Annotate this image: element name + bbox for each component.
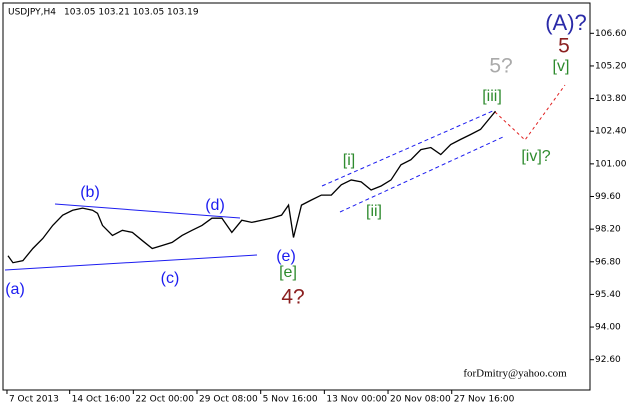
wave-label: (A)? xyxy=(545,10,587,35)
y-tick-label: 105.20 xyxy=(595,61,627,71)
wave-label: (e) xyxy=(276,248,296,265)
wave-lines xyxy=(4,203,258,271)
wave-label: (b) xyxy=(80,184,100,201)
wave-label: [iv]? xyxy=(521,148,550,165)
wave-label: [v] xyxy=(553,58,570,75)
y-tick-label: 94.00 xyxy=(595,323,621,333)
wave-label: 4? xyxy=(281,286,304,309)
y-tick-label: 106.60 xyxy=(595,29,627,39)
x-tick-label: 5 Nov 16:00 xyxy=(263,395,318,405)
x-tick-label: 27 Nov 16:00 xyxy=(454,395,515,405)
y-tick-label: 95.40 xyxy=(595,290,621,300)
wave-label: [iii] xyxy=(482,88,502,105)
annotations: (a) (b) (c) (d) (e) [e] 4? [i] [ii] [iii… xyxy=(5,10,587,380)
x-tick-label: 22 Oct 00:00 xyxy=(135,395,194,405)
wave-label: (c) xyxy=(161,270,180,287)
plot-frame xyxy=(2,2,591,391)
channel xyxy=(321,109,504,213)
x-tick-label: 29 Oct 08:00 xyxy=(199,395,258,405)
y-tick-label: 92.60 xyxy=(595,355,621,365)
projection xyxy=(494,84,566,141)
y-tick-label: 103.80 xyxy=(595,94,627,104)
ohlc-header: 103.05 103.21 103.05 103.19 xyxy=(64,8,199,18)
x-tick-label: 7 Oct 2013 xyxy=(9,395,59,405)
x-tick-label: 20 Nov 08:00 xyxy=(390,395,451,405)
y-tick-label: 98.20 xyxy=(595,225,621,235)
wave-label: (d) xyxy=(205,197,225,214)
chart-title: USDJPY,H4 xyxy=(8,8,56,18)
y-tick-label: 102.40 xyxy=(595,127,627,137)
y-tick-label: 96.80 xyxy=(595,257,621,267)
wave-label: [e] xyxy=(279,264,297,281)
y-tick-label: 99.60 xyxy=(595,192,621,202)
wave-label: [i] xyxy=(343,152,355,169)
wave-label: 5? xyxy=(489,55,512,78)
wave-label: (a) xyxy=(5,281,25,298)
x-tick-label: 13 Nov 00:00 xyxy=(326,395,387,405)
x-tick-label: 14 Oct 16:00 xyxy=(72,395,131,405)
wave-label: 5 xyxy=(558,35,570,58)
price-line xyxy=(7,110,496,264)
watermark: forDmitry@yahoo.com xyxy=(463,368,567,380)
wave-label: [ii] xyxy=(366,203,382,220)
y-tick-label: 101.00 xyxy=(595,159,627,169)
